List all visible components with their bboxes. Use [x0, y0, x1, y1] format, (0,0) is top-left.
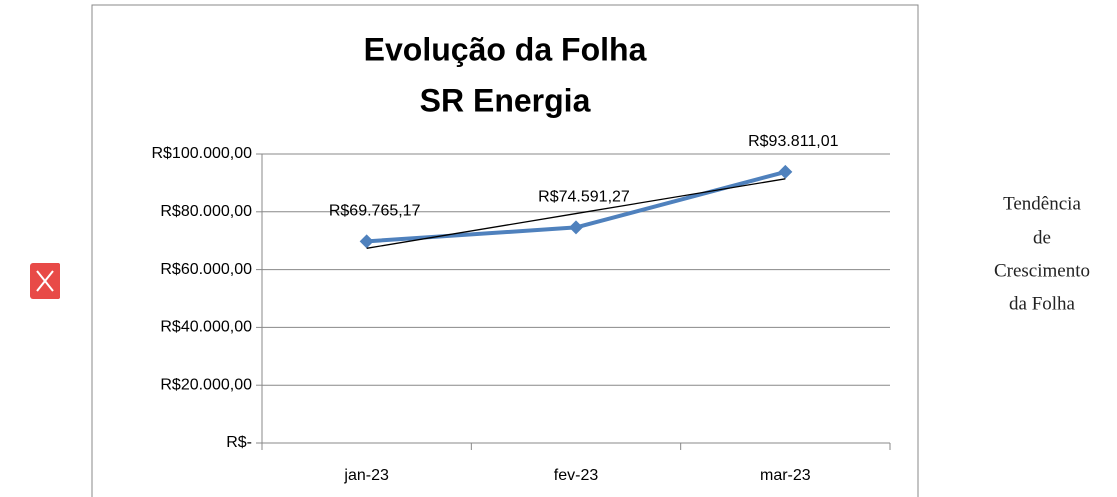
side-note: da Folha	[1009, 293, 1076, 314]
chart-frame	[91, 4, 919, 497]
y-tick-label: R$20.000,00	[160, 376, 252, 393]
y-tick-label: R$40.000,00	[160, 319, 252, 336]
data-point	[778, 164, 793, 179]
y-tick-label: R$60.000,00	[160, 261, 252, 278]
x-tick-label: jan-23	[343, 467, 389, 484]
chart-subtitle: SR Energia	[420, 82, 591, 118]
data-label: R$69.765,17	[329, 203, 421, 220]
data-label: R$93.811,01	[748, 133, 839, 150]
x-tick-label: fev-23	[554, 467, 599, 484]
y-tick-label: R$80.000,00	[160, 203, 252, 220]
y-tick-label: R$100.000,00	[151, 145, 252, 162]
y-tick-label: R$-	[226, 434, 252, 451]
chart-title: Evolução da Folha	[364, 31, 647, 67]
side-note: Crescimento	[994, 260, 1090, 281]
trend-line	[366, 178, 786, 249]
data-point	[569, 220, 583, 235]
side-note: de	[1033, 227, 1051, 248]
broken-image-icon	[30, 263, 60, 299]
data-label: R$74.591,27	[538, 189, 630, 206]
side-note: Tendência	[1003, 193, 1081, 214]
data-point	[359, 234, 374, 249]
x-tick-label: mar-23	[760, 467, 811, 484]
